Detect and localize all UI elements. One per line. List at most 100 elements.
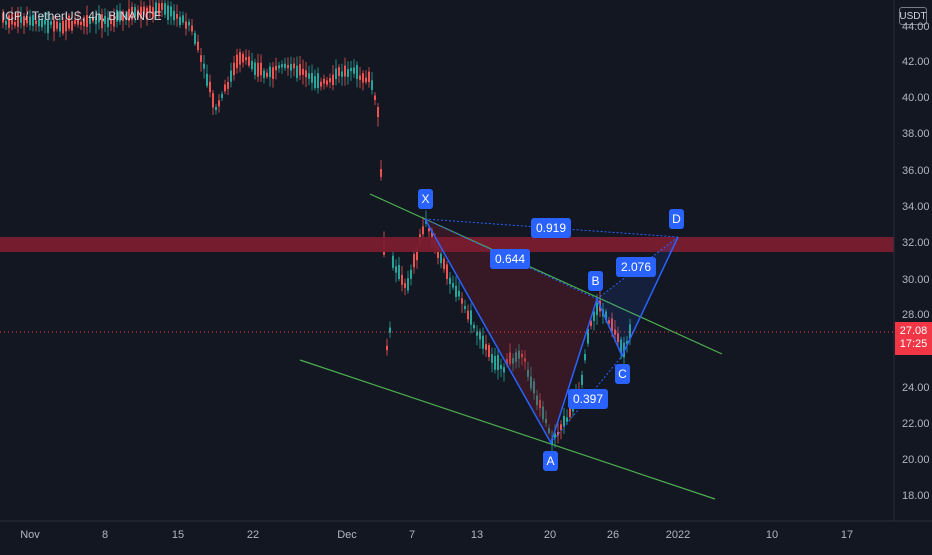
candle-body — [38, 19, 40, 27]
candle-body — [461, 298, 463, 304]
candle-body — [53, 20, 55, 32]
candle-body — [527, 369, 529, 377]
candle-body — [179, 16, 181, 26]
candle-body — [371, 80, 373, 90]
candle-body — [155, 2, 157, 16]
symbol-title[interactable]: ICP / TetherUS, 4h, BINANCE — [2, 9, 162, 23]
candle-body — [557, 431, 559, 436]
price-tick: 40.00 — [902, 92, 930, 104]
candle-body — [488, 345, 490, 358]
candle-body — [524, 358, 526, 362]
point-d-label[interactable]: D — [669, 209, 684, 229]
candle-body — [362, 73, 364, 83]
currency-button[interactable]: USDT — [899, 7, 927, 25]
price-axis[interactable] — [894, 0, 932, 521]
candle-body — [35, 20, 37, 25]
bd-ratio-label[interactable]: 2.076 — [616, 257, 657, 277]
candle-body — [620, 339, 622, 354]
candle-body — [116, 9, 118, 22]
candle-body — [326, 80, 328, 85]
candle-body — [2, 12, 4, 23]
candle-body — [590, 320, 592, 326]
candle-body — [134, 7, 136, 17]
candle-body — [560, 424, 562, 431]
candle-body — [149, 5, 151, 13]
candle-body — [587, 328, 589, 344]
candle-body — [449, 277, 451, 285]
candle-body — [341, 71, 343, 77]
candle-body — [110, 20, 112, 24]
bar-countdown: 17:25 — [899, 338, 928, 350]
candle-body — [299, 64, 301, 76]
candle-body — [440, 253, 442, 264]
candle-body — [176, 13, 178, 19]
xb-ratio-label[interactable]: 0.644 — [490, 249, 531, 269]
candle-body — [452, 283, 454, 288]
candle-body — [8, 15, 10, 28]
candle-body — [365, 77, 367, 83]
candle-body — [290, 63, 292, 71]
candle-body — [32, 15, 34, 26]
xab-triangle[interactable] — [425, 219, 597, 443]
candle-body — [173, 10, 175, 21]
candle-body — [389, 327, 391, 333]
candle-body — [398, 264, 400, 280]
candle-body — [167, 5, 169, 20]
candle-body — [86, 15, 88, 27]
candle-body — [62, 20, 64, 34]
last-price-value: 27.08 — [899, 325, 928, 337]
ac-ratio-label[interactable]: 0.397 — [568, 389, 609, 409]
candle-body — [41, 18, 43, 28]
candle-body — [596, 302, 598, 316]
candle-body — [320, 81, 322, 87]
candle-body — [260, 62, 262, 76]
candle-body — [245, 57, 247, 61]
candle-body — [164, 3, 166, 15]
candle-body — [563, 416, 565, 427]
candle-body — [473, 324, 475, 329]
candle-body — [80, 21, 82, 25]
point-b-label[interactable]: B — [588, 271, 603, 291]
price-tick: 28.00 — [902, 309, 930, 321]
candle-body — [119, 10, 121, 22]
candle-body — [476, 331, 478, 336]
bcd-triangle[interactable] — [597, 237, 678, 356]
candle-body — [413, 254, 415, 268]
candle-body — [23, 16, 25, 26]
lower-trendline[interactable] — [299, 359, 716, 500]
candle-body — [122, 11, 124, 22]
candle-body — [275, 65, 277, 71]
candle-body — [203, 63, 205, 69]
candle-body — [608, 320, 610, 324]
point-c-label[interactable]: C — [615, 364, 630, 384]
price-tick: 36.00 — [902, 165, 930, 177]
candle-body — [212, 93, 214, 108]
time-tick: Nov — [20, 529, 40, 541]
candle-body — [278, 65, 280, 69]
candle-body — [386, 345, 388, 351]
price-tick: 18.00 — [902, 490, 930, 502]
price-tick: 42.00 — [902, 56, 930, 68]
candle-body — [377, 106, 379, 118]
candle-body — [242, 53, 244, 63]
candle-body — [185, 21, 187, 29]
candle-body — [44, 19, 46, 25]
candle-body — [500, 365, 502, 369]
candle-body — [146, 7, 148, 20]
point-a-label[interactable]: A — [543, 451, 558, 471]
candle-body — [629, 324, 631, 339]
candle-body — [305, 70, 307, 78]
candle-body — [143, 6, 145, 15]
point-x-label[interactable]: X — [418, 189, 433, 209]
time-tick: 2022 — [665, 529, 691, 541]
candle-body — [5, 20, 7, 25]
resistance-zone[interactable] — [0, 237, 894, 252]
candle-body — [479, 331, 481, 340]
candle-body — [521, 353, 523, 358]
candle-body — [29, 16, 31, 26]
candle-body — [56, 21, 58, 29]
xd-ratio-label[interactable]: 0.919 — [531, 218, 572, 238]
